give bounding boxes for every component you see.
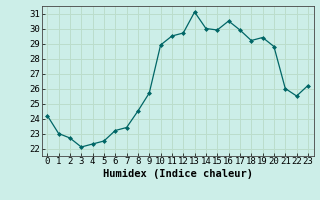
X-axis label: Humidex (Indice chaleur): Humidex (Indice chaleur) (103, 169, 252, 179)
